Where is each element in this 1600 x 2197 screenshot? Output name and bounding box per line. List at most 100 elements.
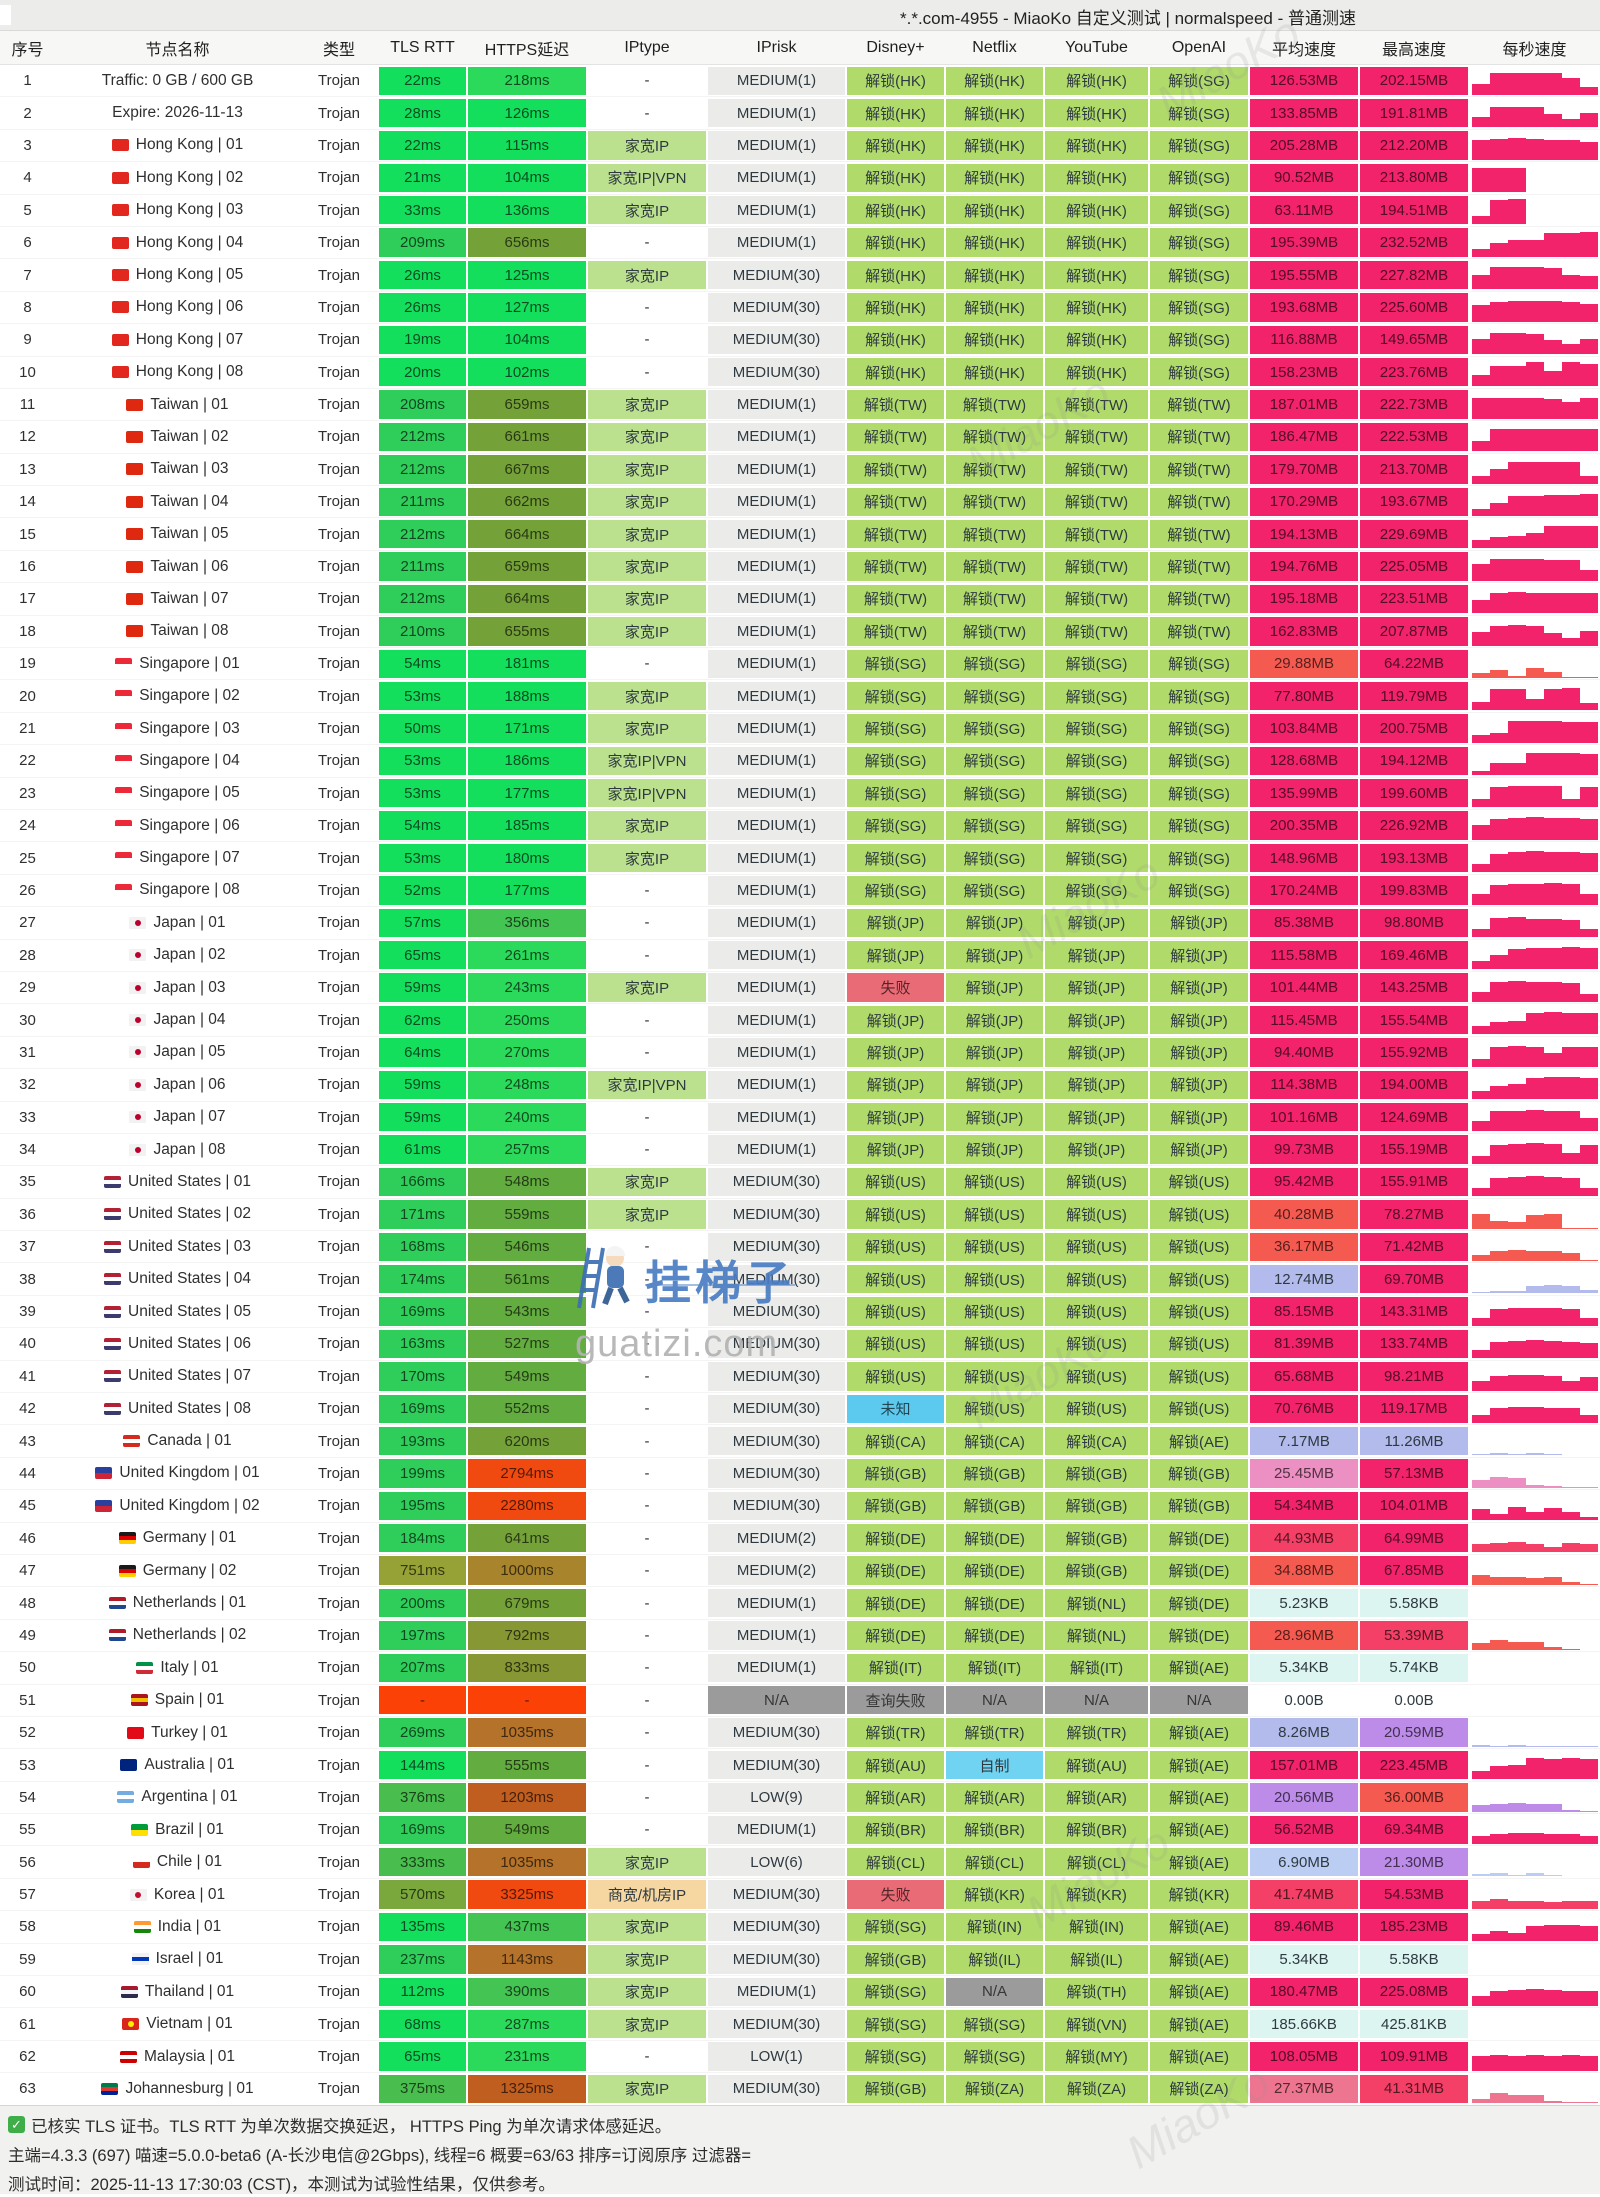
column-header-10: OpenAI	[1171, 38, 1227, 56]
table-row: 25 Singapore | 07 Trojan 53ms 180ms 家宽IP MEDIU…	[0, 842, 1600, 875]
cell-youtube: 解锁(US)	[1045, 1394, 1148, 1423]
cell-type: Trojan	[318, 1497, 360, 1515]
cell-type: Trojan	[318, 1788, 360, 1806]
country-flag-icon	[111, 301, 129, 314]
cell-https-latency: 243ms	[468, 973, 586, 1002]
cell-youtube: 解锁(US)	[1045, 1329, 1148, 1359]
cell-avg-speed: 36.17MB	[1250, 1232, 1358, 1261]
cell-max-speed: 226.92MB	[1360, 811, 1468, 840]
cell-iprisk: MEDIUM(1)	[708, 422, 845, 452]
table-row: 10 Hong Kong | 08 Trojan 20ms 102ms - MEDIUM(3…	[0, 357, 1600, 389]
cell-iptype: -	[644, 1756, 650, 1774]
per-second-speed-sparkline	[1472, 293, 1598, 322]
cell-iprisk: MEDIUM(1)	[708, 1588, 845, 1618]
cell-disney: 解锁(US)	[847, 1297, 944, 1326]
cell-avg-speed: 56.52MB	[1250, 1815, 1358, 1844]
table-row: 5 Hong Kong | 03 Trojan 33ms 136ms 家宽IP MEDIUM…	[0, 195, 1600, 227]
cell-tls-rtt: 211ms	[379, 487, 466, 516]
cell-openai: 解锁(AE)	[1150, 1912, 1248, 1942]
cell-youtube: 解锁(HK)	[1045, 325, 1148, 355]
footer-test-time: 测试时间：2025-11-13 17:30:03 (CST)，本测试为试验性结果…	[8, 2175, 556, 2194]
cell-max-speed: 78.27MB	[1360, 1200, 1468, 1229]
column-header-8: Netflix	[972, 38, 1017, 56]
cell-netflix: 解锁(AR)	[946, 1783, 1043, 1812]
per-second-speed-sparkline	[1472, 585, 1598, 614]
cell-openai: 解锁(SG)	[1150, 714, 1248, 743]
country-flag-icon	[115, 819, 133, 832]
cell-https-latency: 231ms	[468, 2042, 586, 2071]
cell-avg-speed: 6.90MB	[1250, 1847, 1358, 1877]
cell-openai: 解锁(AE)	[1150, 1718, 1248, 1747]
cell-iprisk: MEDIUM(1)	[708, 908, 845, 938]
cell-disney: 解锁(DE)	[847, 1556, 944, 1585]
per-second-speed-sparkline	[1472, 1200, 1598, 1229]
cell-index: 55	[19, 1821, 36, 1839]
country-flag-icon	[127, 1726, 145, 1739]
per-second-speed-sparkline	[1472, 2010, 1598, 2038]
cell-index: 7	[23, 266, 32, 284]
country-flag-icon	[129, 949, 147, 962]
footer-test-config: 主端=4.3.3 (697) 喵速=5.0.0-beta6 (A-长沙电信@2G…	[8, 2146, 752, 2165]
cell-type: Trojan	[318, 1432, 360, 1450]
cell-disney: 解锁(SG)	[847, 843, 944, 873]
per-second-speed-sparkline	[1472, 552, 1598, 581]
per-second-speed-sparkline	[1472, 1751, 1598, 1780]
cell-youtube: 解锁(VN)	[1045, 2009, 1148, 2039]
per-second-speed-sparkline	[1472, 1654, 1598, 1682]
node-name: Taiwan | 01	[55, 389, 300, 420]
node-name: Singapore | 08	[55, 875, 300, 906]
cell-openai: 解锁(AE)	[1150, 1977, 1248, 2006]
table-row: 47 Germany | 02 Trojan 751ms 1000ms - MEDIUM(2…	[0, 1555, 1600, 1588]
cell-avg-speed: 41.74MB	[1250, 1880, 1358, 1909]
cell-type: Trojan	[318, 1076, 360, 1094]
cell-type: Trojan	[318, 1303, 360, 1321]
cell-https-latency: 552ms	[468, 1394, 586, 1423]
cell-tls-rtt: 211ms	[379, 552, 466, 581]
country-flag-icon	[126, 625, 144, 638]
cell-https-latency: 261ms	[468, 941, 586, 970]
cell-disney: 解锁(TW)	[847, 455, 944, 484]
cell-max-speed: 109.91MB	[1360, 2042, 1468, 2071]
per-second-speed-sparkline	[1472, 1168, 1598, 1197]
cell-disney: 解锁(DE)	[847, 1524, 944, 1553]
table-row: 51 Spain | 01 Trojan - - - N/A 查询失败 N/A N/A N/A 0.0…	[0, 1685, 1600, 1717]
cell-index: 56	[19, 1853, 36, 1871]
table-row: 13 Taiwan | 03 Trojan 212ms 667ms 家宽IP MEDIUM(…	[0, 454, 1600, 487]
cell-disney: 解锁(TW)	[847, 487, 944, 516]
cell-openai: 解锁(DE)	[1150, 1524, 1248, 1553]
cell-netflix: 解锁(US)	[946, 1232, 1043, 1261]
cell-avg-speed: 133.85MB	[1250, 98, 1358, 128]
country-flag-icon	[104, 1370, 122, 1383]
per-second-speed-sparkline	[1472, 1459, 1598, 1488]
cell-index: 1	[23, 72, 32, 90]
cell-youtube: 解锁(SG)	[1045, 746, 1148, 776]
table-row: 49 Netherlands | 02 Trojan 197ms 792ms - MEDIU…	[0, 1620, 1600, 1653]
cell-type: Trojan	[318, 1400, 360, 1418]
node-name: Israel | 01	[55, 1944, 300, 1975]
node-name: Netherlands | 01	[55, 1587, 300, 1618]
cell-https-latency: 240ms	[468, 1103, 586, 1132]
cell-index: 24	[19, 817, 36, 835]
cell-iptype: 家宽IP	[588, 973, 706, 1002]
node-name: Singapore | 01	[55, 648, 300, 679]
cell-https-latency: 356ms	[468, 908, 586, 938]
cell-https-latency: 3325ms	[468, 1880, 586, 1909]
cell-iptype: 商宽/机房IP	[588, 1880, 706, 1909]
table-row: 22 Singapore | 04 Trojan 53ms 186ms 家宽IP|VPN M…	[0, 745, 1600, 778]
cell-openai: 解锁(US)	[1150, 1167, 1248, 1197]
cell-iptype: -	[644, 1626, 650, 1644]
cell-index: 42	[19, 1400, 36, 1418]
column-header-0: 序号	[11, 41, 44, 59]
cell-type: Trojan	[318, 363, 360, 381]
cell-openai: 解锁(SG)	[1150, 876, 1248, 905]
per-second-speed-sparkline	[1472, 67, 1598, 95]
cell-tls-rtt: 26ms	[379, 293, 466, 322]
cell-https-latency: 1203ms	[468, 1783, 586, 1812]
cell-tls-rtt: 375ms	[379, 2074, 466, 2104]
cell-tls-rtt: 195ms	[379, 1491, 466, 1521]
country-flag-icon	[126, 398, 144, 411]
per-second-speed-sparkline	[1472, 520, 1598, 549]
cell-max-speed: 199.60MB	[1360, 779, 1468, 808]
cell-tls-rtt: 20ms	[379, 358, 466, 387]
cell-disney: 解锁(HK)	[847, 325, 944, 355]
